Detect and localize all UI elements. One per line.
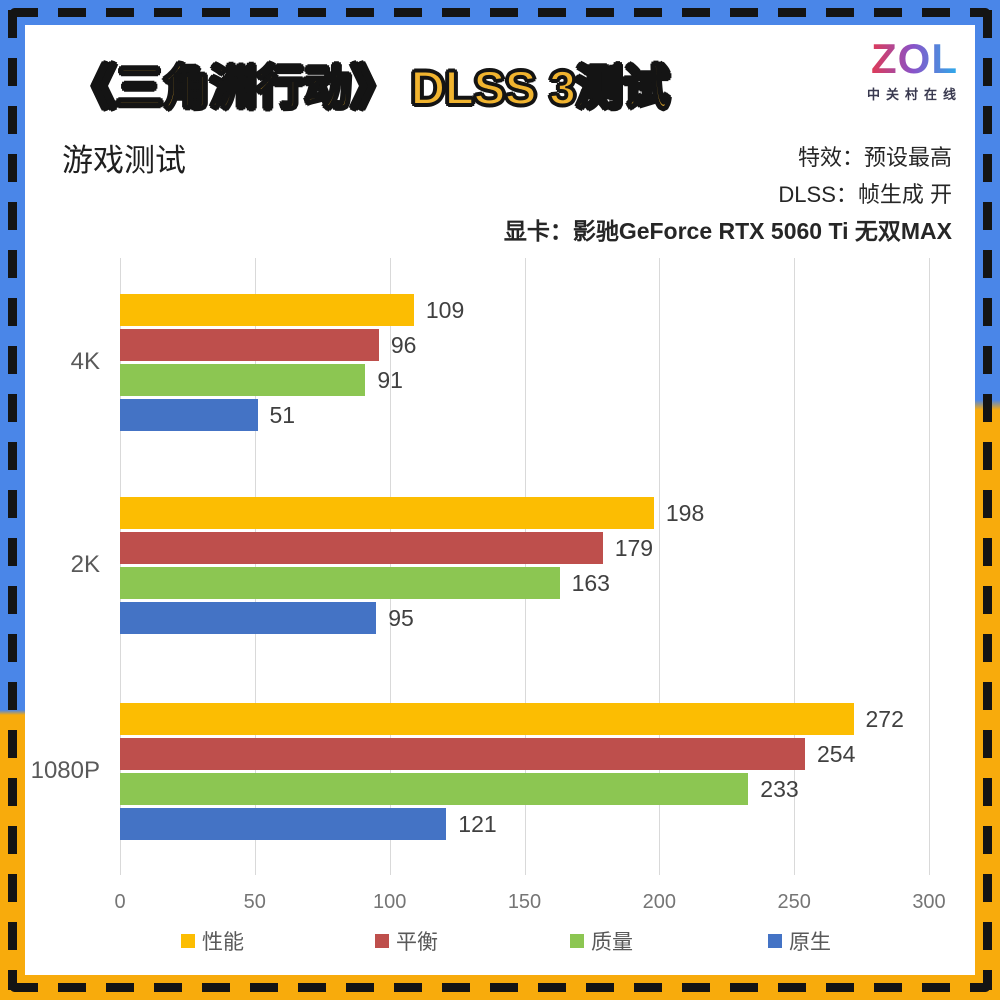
- bar-质量-1080P: [120, 773, 749, 805]
- x-axis-tick-label: 50: [243, 891, 266, 913]
- page-title: 《三角洲行动》 DLSS 3测试: [68, 60, 671, 115]
- bar-平衡-4K: [120, 329, 379, 361]
- gridline: [389, 258, 391, 875]
- x-axis-tick-label: 300: [912, 891, 946, 913]
- bar-value-label: 254: [817, 741, 856, 767]
- bar-性能-4K: [120, 294, 414, 326]
- gridline: [524, 258, 526, 875]
- bar-value-label: 198: [665, 500, 705, 526]
- bar-value-label: 121: [458, 811, 497, 837]
- legend-item-平衡: 平衡: [375, 926, 438, 956]
- legend-label: 原生: [789, 931, 831, 954]
- legend-item-性能: 性能: [181, 926, 244, 956]
- x-axis-tick-label: 100: [373, 891, 407, 913]
- bar-value-label: 91: [377, 367, 403, 393]
- bar-value-label: 95: [388, 605, 414, 631]
- test-info-block: 特效：预设最高 DLSS：帧生成 开 显卡：影驰GeForce RTX 5060…: [504, 139, 952, 250]
- bar-平衡-1080P: [120, 738, 805, 770]
- bar-性能-1080P: [120, 703, 854, 735]
- info-line-gpu: 显卡：影驰GeForce RTX 5060 Ti 无双MAX: [503, 218, 952, 244]
- bar-value-label: 233: [760, 776, 799, 802]
- legend-item-质量: 质量: [570, 926, 633, 956]
- bar-性能-2K: [120, 497, 654, 529]
- bar-原生-2K: [120, 602, 377, 634]
- bar-value-label: 272: [865, 706, 904, 732]
- bar-质量-2K: [120, 567, 560, 599]
- bar-原生-1080P: [120, 808, 447, 840]
- dashed-border-right: [983, 10, 992, 990]
- dashed-border-bottom: [10, 983, 990, 992]
- legend-swatch-原生: [768, 934, 782, 948]
- gridline: [120, 258, 121, 875]
- legend-label: 质量: [591, 931, 633, 954]
- content-area: 《三角洲行动》 DLSS 3测试 ZOL 中关村在线 游戏测试 特效：预设最高 …: [25, 25, 975, 975]
- bar-value-label: 163: [571, 570, 610, 596]
- zol-logo-text: ZOL: [867, 38, 962, 80]
- gridline: [659, 258, 661, 875]
- legend-swatch-性能: [181, 934, 195, 948]
- gridline: [254, 258, 256, 875]
- bar-chart: 0 50 100 150 200 250 300 4K 109 96 91 51 2K 198 179 163…: [31, 258, 946, 913]
- gridline: [794, 258, 796, 875]
- gridline: [929, 258, 930, 875]
- dashed-border-left: [8, 10, 17, 990]
- legend-label: 性能: [202, 931, 244, 954]
- section-title: 游戏测试: [62, 143, 186, 178]
- info-line-dlss: DLSS：帧生成 开: [778, 182, 952, 207]
- x-axis-tick-label: 200: [642, 891, 676, 913]
- legend-item-原生: 原生: [768, 926, 831, 956]
- category-label: 4K: [70, 348, 100, 375]
- zol-logo: ZOL 中关村在线: [867, 38, 962, 103]
- category-label: 2K: [70, 551, 100, 578]
- category-label: 1080P: [30, 757, 100, 784]
- legend-swatch-平衡: [375, 934, 389, 948]
- dashed-border-top: [10, 8, 990, 17]
- x-axis-tick-label: 250: [777, 891, 811, 913]
- chart-legend: 性能 平衡 质量 原生: [25, 926, 975, 954]
- info-line-effects: 特效：预设最高: [797, 145, 952, 170]
- bar-质量-4K: [120, 364, 366, 396]
- bar-value-label: 96: [390, 332, 417, 358]
- bar-平衡-2K: [120, 532, 603, 564]
- legend-label: 平衡: [396, 931, 438, 954]
- zol-logo-caption: 中关村在线: [866, 87, 962, 102]
- x-axis-tick-label: 0: [114, 891, 126, 913]
- legend-swatch-质量: [570, 934, 584, 948]
- bar-原生-4K: [120, 399, 258, 431]
- bar-value-label: 51: [269, 402, 296, 428]
- bar-value-label: 109: [425, 297, 465, 323]
- x-axis-tick-label: 150: [507, 891, 542, 913]
- bar-value-label: 179: [614, 535, 654, 561]
